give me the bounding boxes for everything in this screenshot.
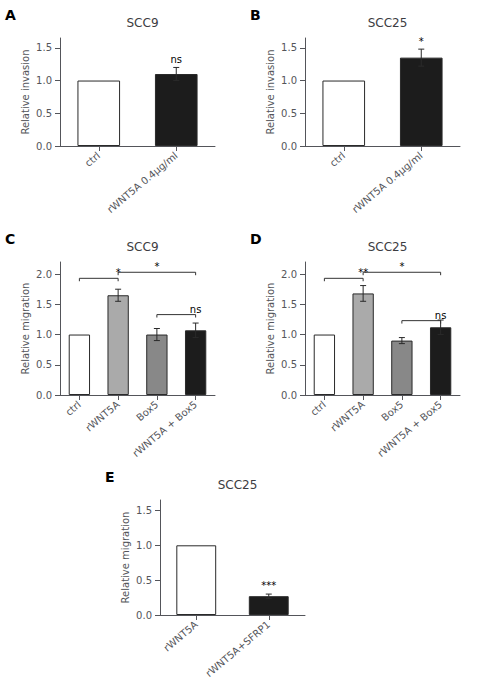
svg-text:2.0: 2.0 <box>281 269 297 280</box>
svg-text:E: E <box>105 469 115 485</box>
svg-text:D: D <box>250 231 262 247</box>
svg-text:1.0: 1.0 <box>36 329 52 340</box>
svg-text:1.0: 1.0 <box>136 540 152 551</box>
svg-text:SCC25: SCC25 <box>368 16 408 30</box>
svg-text:*: * <box>154 261 159 272</box>
svg-text:rWNT5A 0.4μg/ml: rWNT5A 0.4μg/ml <box>105 150 180 215</box>
svg-text:*: * <box>419 36 424 47</box>
svg-text:1.5: 1.5 <box>136 505 152 516</box>
svg-text:rWNT5A: rWNT5A <box>161 619 199 654</box>
svg-text:Relative invasion: Relative invasion <box>20 49 31 134</box>
svg-text:C: C <box>5 231 15 247</box>
svg-text:ns: ns <box>190 304 202 315</box>
svg-text:Relative migration: Relative migration <box>120 512 131 604</box>
svg-text:0.5: 0.5 <box>36 108 52 119</box>
svg-text:Box5: Box5 <box>134 399 160 423</box>
svg-text:0.0: 0.0 <box>36 390 52 401</box>
svg-text:rWNT5A: rWNT5A <box>83 399 121 434</box>
svg-text:1.5: 1.5 <box>281 299 297 310</box>
svg-text:*: * <box>399 261 404 272</box>
svg-text:ctrl: ctrl <box>308 399 328 418</box>
svg-text:A: A <box>5 7 16 23</box>
svg-text:0.5: 0.5 <box>136 575 152 586</box>
svg-text:Relative invasion: Relative invasion <box>265 49 276 134</box>
svg-text:SCC25: SCC25 <box>218 478 258 492</box>
svg-text:0.0: 0.0 <box>136 610 152 621</box>
svg-text:1.5: 1.5 <box>36 299 52 310</box>
svg-text:rWNT5A+SFRP1: rWNT5A+SFRP1 <box>203 619 272 679</box>
svg-text:1.0: 1.0 <box>281 329 297 340</box>
svg-text:rWNT5A 0.4μg/ml: rWNT5A 0.4μg/ml <box>350 150 425 215</box>
svg-text:***: *** <box>261 580 276 591</box>
svg-text:SCC9: SCC9 <box>126 16 158 30</box>
svg-text:rWNT5A: rWNT5A <box>328 399 366 434</box>
svg-text:0.5: 0.5 <box>281 108 297 119</box>
svg-text:1.0: 1.0 <box>36 75 52 86</box>
svg-text:ctrl: ctrl <box>63 399 83 418</box>
svg-text:0.0: 0.0 <box>281 390 297 401</box>
svg-text:B: B <box>250 7 261 23</box>
svg-text:SCC9: SCC9 <box>126 240 158 254</box>
svg-text:SCC25: SCC25 <box>368 240 408 254</box>
svg-text:1.5: 1.5 <box>36 42 52 53</box>
svg-text:Box5: Box5 <box>379 399 405 423</box>
svg-text:ctrl: ctrl <box>328 150 348 169</box>
svg-text:1.5: 1.5 <box>281 42 297 53</box>
svg-text:Relative migration: Relative migration <box>20 283 31 375</box>
svg-text:rWNT5A + Box5: rWNT5A + Box5 <box>130 399 199 459</box>
svg-text:0.5: 0.5 <box>281 359 297 370</box>
svg-text:0.0: 0.0 <box>36 141 52 152</box>
svg-text:1.0: 1.0 <box>281 75 297 86</box>
svg-text:0.0: 0.0 <box>281 141 297 152</box>
svg-text:ns: ns <box>435 310 447 321</box>
svg-text:2.0: 2.0 <box>36 269 52 280</box>
svg-text:ns: ns <box>170 54 182 65</box>
svg-text:ctrl: ctrl <box>83 150 103 169</box>
svg-text:0.5: 0.5 <box>36 359 52 370</box>
svg-text:Relative migration: Relative migration <box>265 283 276 375</box>
svg-text:rWNT5A + Box5: rWNT5A + Box5 <box>375 399 444 459</box>
